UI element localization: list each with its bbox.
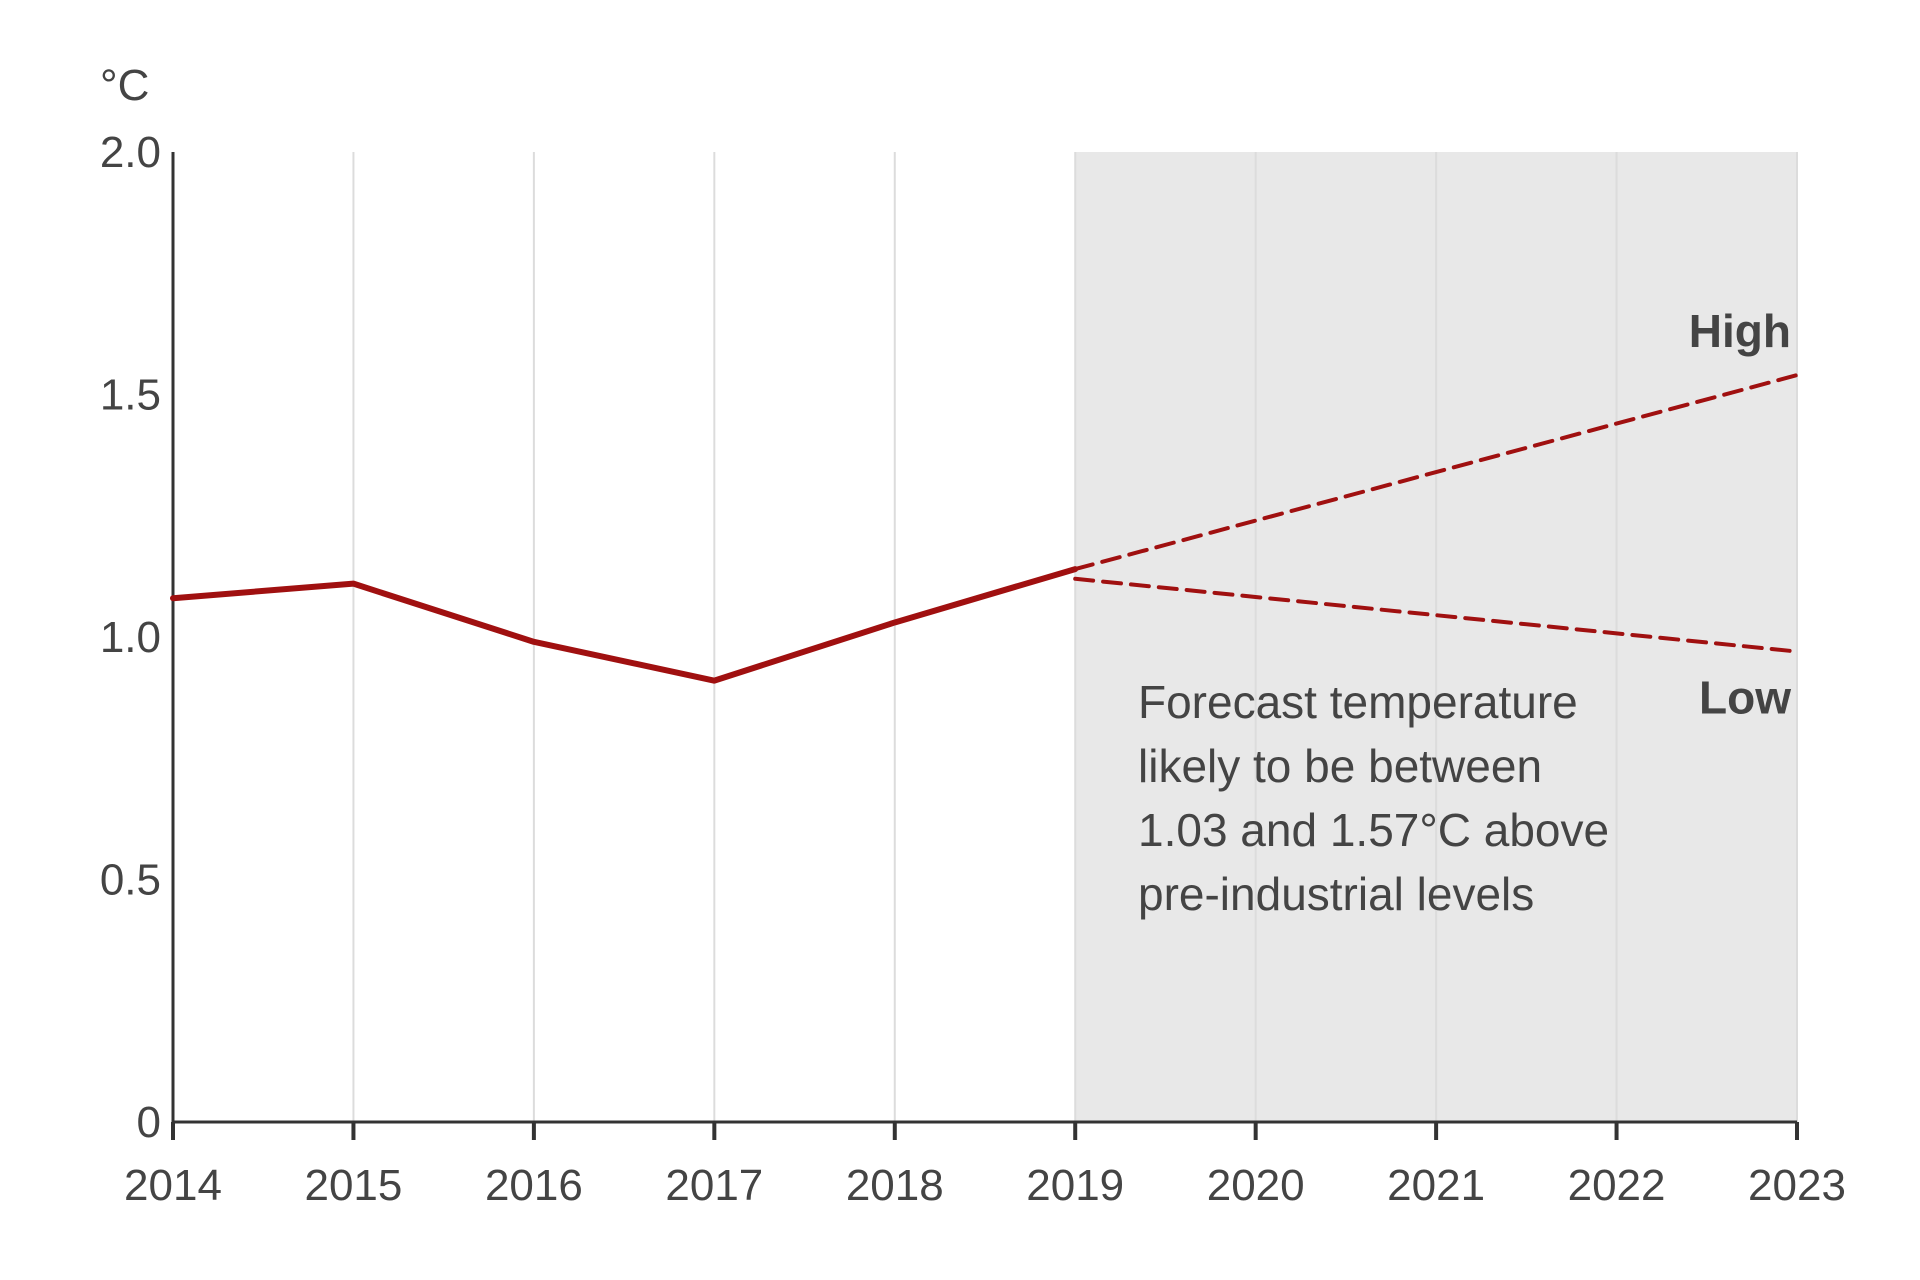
vertical-gridlines bbox=[352, 152, 1798, 1122]
x-tick-label: 2021 bbox=[1387, 1161, 1485, 1210]
forecast-annotation: Forecast temperature likely to be between… bbox=[1138, 676, 1609, 920]
x-tick-label: 2020 bbox=[1207, 1161, 1305, 1210]
y-tick-label: 2.0 bbox=[100, 128, 161, 177]
axes bbox=[171, 152, 1799, 1140]
x-tick-label: 2019 bbox=[1026, 1161, 1124, 1210]
series-line-low bbox=[1073, 576, 1799, 654]
annotation-line: likely to be between bbox=[1138, 740, 1542, 792]
y-tick-label: 0.5 bbox=[100, 856, 161, 905]
x-tick-label: 2022 bbox=[1568, 1161, 1666, 1210]
series-line-observed bbox=[170, 566, 1079, 684]
x-tick-label: 2014 bbox=[124, 1161, 222, 1210]
y-tick-labels: 0 0.5 1.0 1.5 2.0 bbox=[100, 128, 161, 1147]
annotation-line: 1.03 and 1.57°C above bbox=[1138, 804, 1609, 856]
y-unit-label: °C bbox=[100, 61, 149, 110]
series-label-low: Low bbox=[1699, 672, 1791, 724]
x-tick-labels: 2014 2015 2016 2017 2018 2019 2020 2021 2022 2023 bbox=[124, 1161, 1846, 1210]
series-labels: High Low bbox=[1689, 305, 1791, 723]
y-tick-label: 0 bbox=[137, 1098, 161, 1147]
series-lines bbox=[170, 373, 1799, 684]
y-tick-label: 1.0 bbox=[100, 613, 161, 662]
x-tick-label: 2023 bbox=[1748, 1161, 1846, 1210]
x-tick-label: 2017 bbox=[665, 1161, 763, 1210]
annotation-line: Forecast temperature bbox=[1138, 676, 1578, 728]
y-tick-label: 1.5 bbox=[100, 371, 161, 420]
series-line-high bbox=[1073, 373, 1799, 572]
x-tick-label: 2018 bbox=[846, 1161, 944, 1210]
annotation-line: pre-industrial levels bbox=[1138, 868, 1534, 920]
x-tick-label: 2015 bbox=[304, 1161, 402, 1210]
series-label-high: High bbox=[1689, 305, 1791, 357]
x-tick-label: 2016 bbox=[485, 1161, 583, 1210]
